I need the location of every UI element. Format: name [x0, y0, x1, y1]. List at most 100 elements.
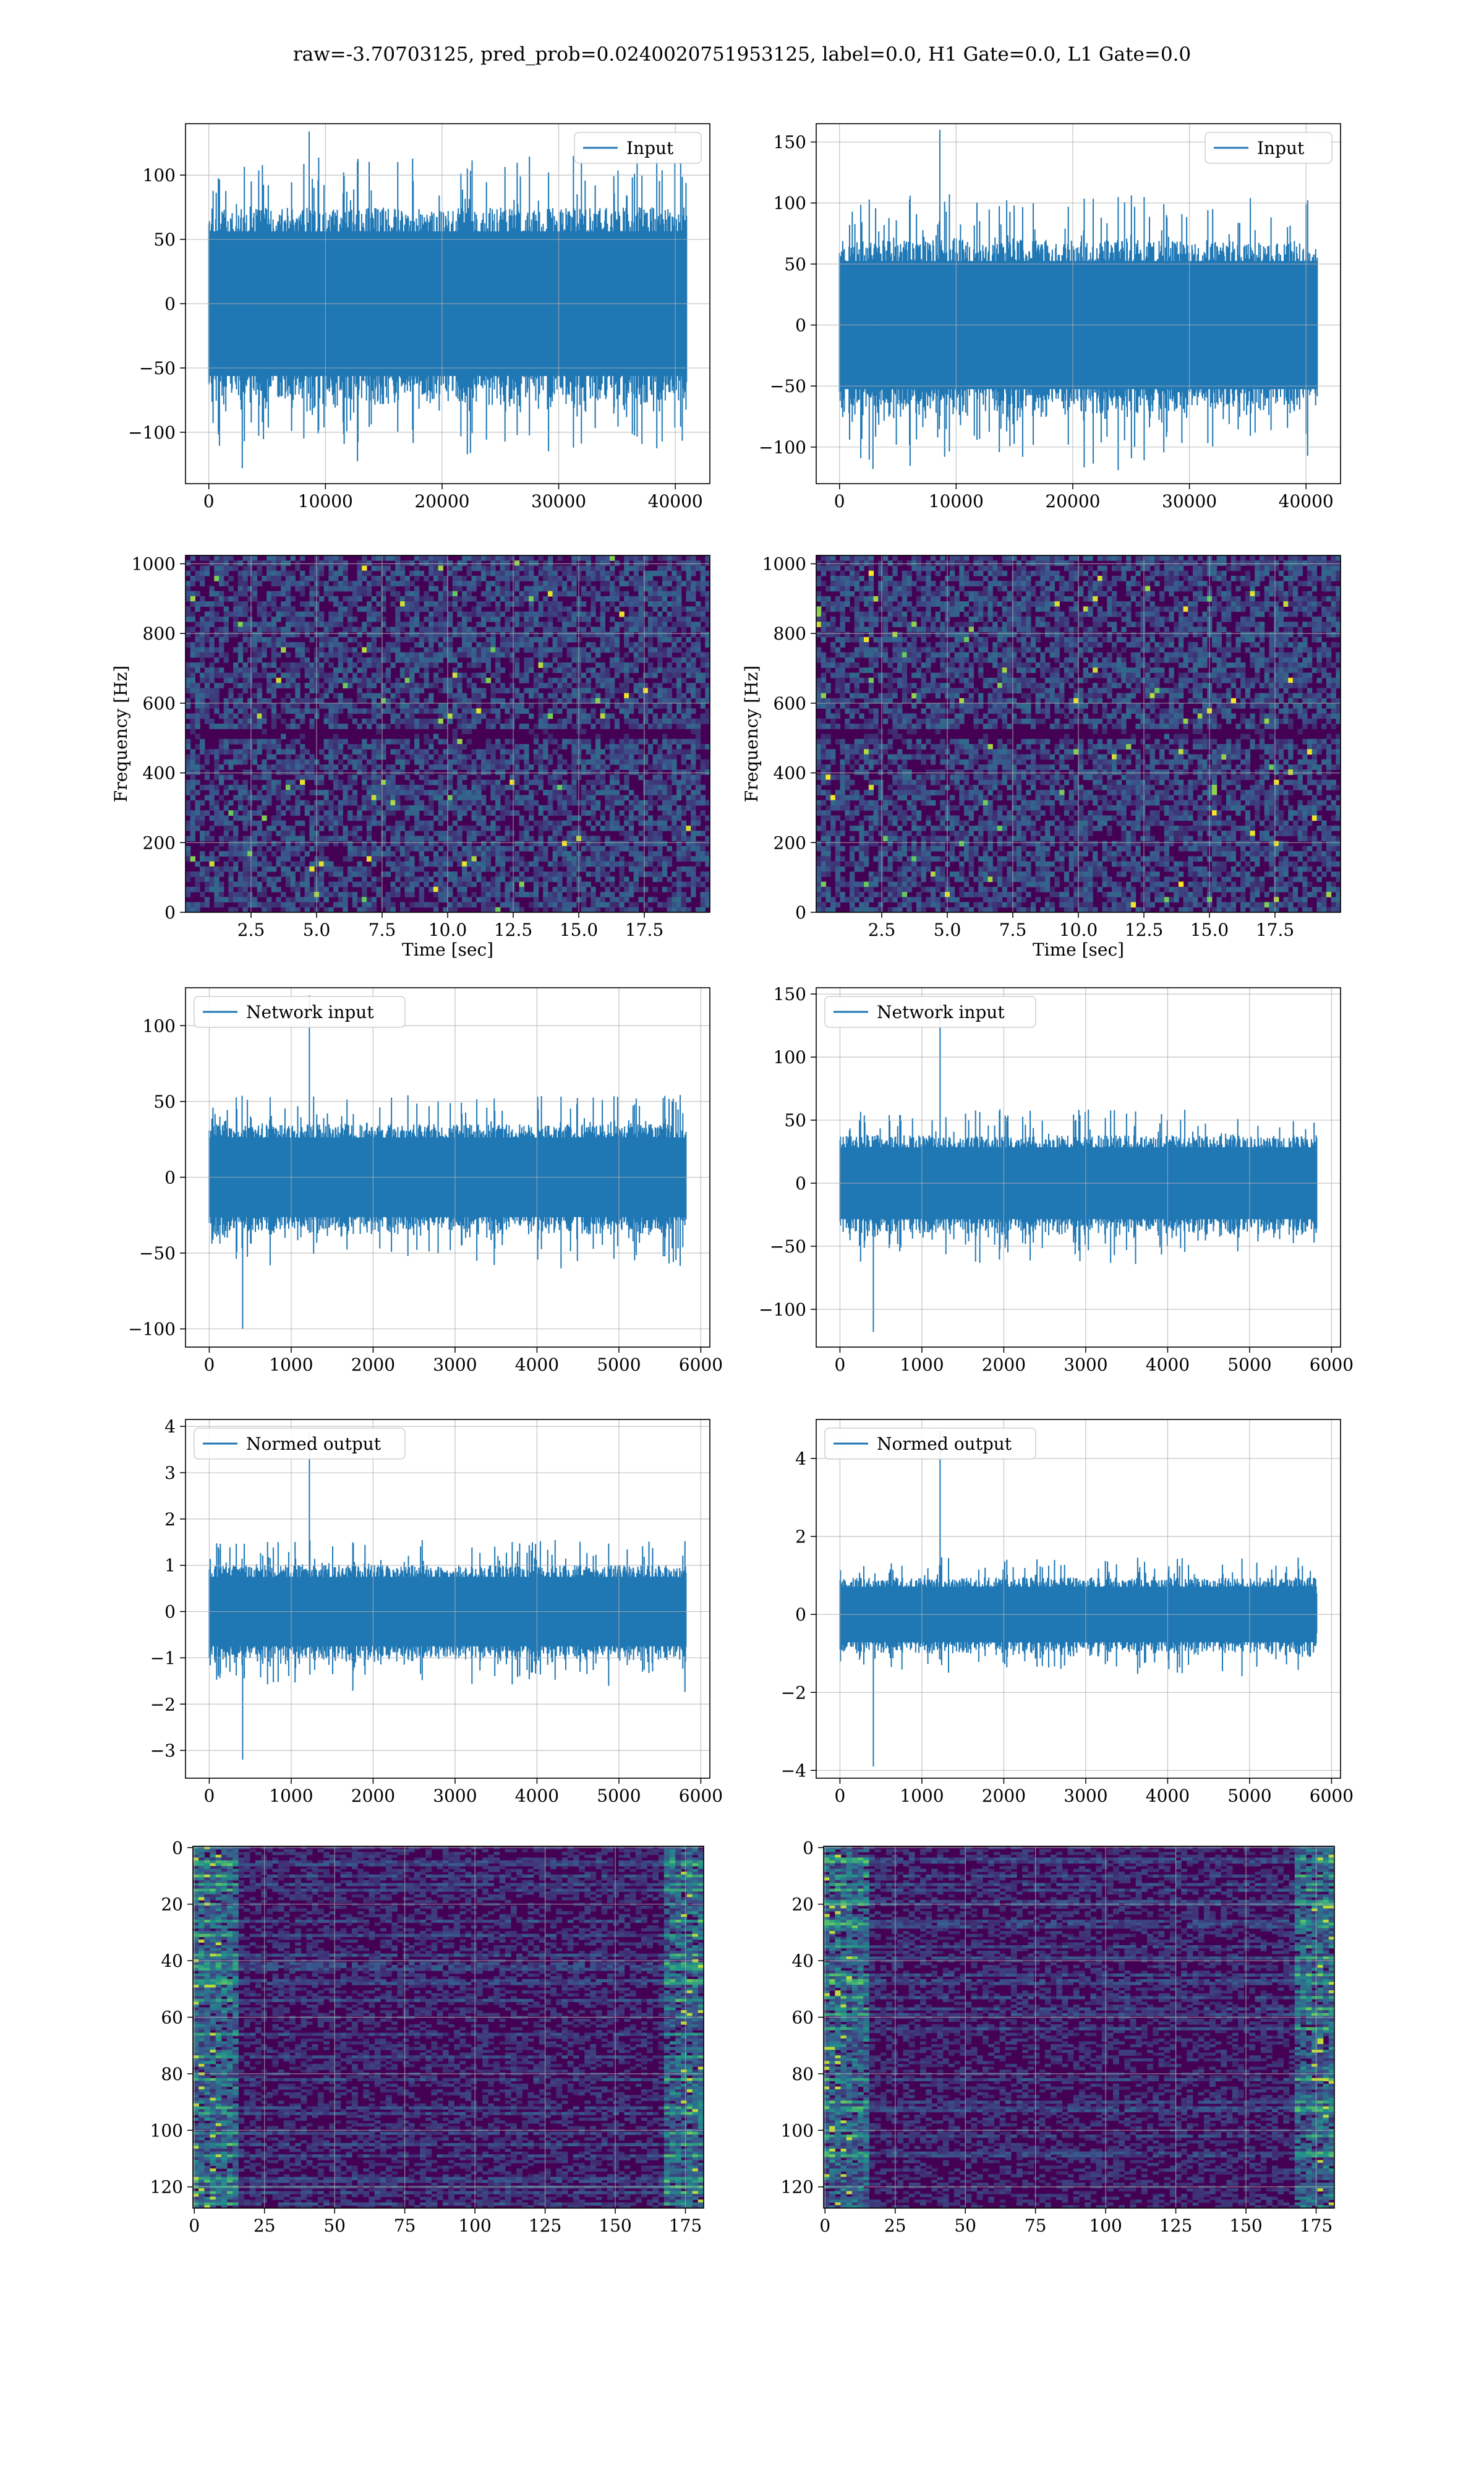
heatmap-cell [624, 570, 629, 576]
heatmap-cell [443, 851, 448, 857]
heatmap-cell [619, 601, 625, 607]
heatmap-cell [429, 693, 434, 699]
heatmap-cell [619, 744, 625, 750]
heatmap-cell [452, 805, 458, 811]
heatmap-cell [328, 570, 334, 576]
heatmap-cell [362, 647, 367, 653]
heatmap-cell [705, 800, 710, 806]
heatmap-cell [295, 708, 301, 714]
heatmap-cell [628, 810, 634, 816]
heatmap-cell [633, 871, 639, 877]
heatmap-cell [404, 774, 410, 781]
heatmap-cell [186, 876, 191, 883]
heatmap-cell [267, 744, 272, 750]
heatmap-cell [390, 642, 396, 648]
heatmap-cell [657, 805, 663, 811]
heatmap-cell [591, 591, 596, 597]
heatmap-cell [485, 769, 491, 775]
heatmap-cell [500, 631, 506, 638]
heatmap-cell [633, 616, 639, 622]
heatmap-cell [628, 708, 634, 714]
heatmap-cell [672, 591, 677, 597]
heatmap-cell [581, 657, 587, 663]
heatmap-cell [214, 845, 220, 852]
heatmap-cell [562, 810, 568, 816]
heatmap-cell [343, 836, 348, 842]
heatmap-cell [376, 764, 382, 770]
heatmap-cell [219, 749, 224, 755]
heatmap-cell [667, 581, 672, 586]
heatmap-cell [357, 769, 362, 775]
heatmap-cell [476, 555, 482, 561]
heatmap-cell [662, 734, 668, 740]
heatmap-cell [552, 795, 558, 801]
heatmap-cell [628, 631, 634, 638]
heatmap-cell [581, 886, 587, 892]
heatmap-cell [676, 825, 682, 831]
heatmap-cell [376, 820, 382, 826]
heatmap-cell [348, 627, 353, 633]
heatmap-cell [438, 856, 443, 862]
heatmap-cell [390, 631, 396, 638]
heatmap-cell [281, 555, 286, 561]
heatmap-cell [686, 836, 691, 842]
heatmap-cell [390, 718, 396, 724]
heatmap-cell [628, 738, 634, 745]
heatmap-cell [586, 555, 591, 561]
heatmap-cell [600, 779, 605, 785]
heatmap-cell [514, 764, 520, 770]
heatmap-cell [237, 749, 244, 755]
heatmap-cell [247, 636, 253, 643]
heatmap-cell [429, 611, 434, 617]
heatmap-cell [676, 841, 682, 847]
heatmap-cell [485, 611, 491, 617]
heatmap-cell [285, 693, 291, 699]
heatmap-cell [514, 688, 520, 694]
heatmap-cell [242, 565, 248, 571]
heatmap-cell [252, 657, 258, 663]
heatmap-cell [204, 831, 210, 836]
heatmap-cell [466, 611, 472, 617]
heatmap-cell [686, 667, 691, 674]
heatmap-cell [500, 627, 506, 633]
heatmap-cell [462, 866, 467, 872]
heatmap-cell [500, 754, 506, 760]
heatmap-cell [209, 718, 215, 724]
heatmap-cell [652, 871, 658, 877]
heatmap-cell [318, 886, 325, 892]
heatmap-cell [695, 611, 701, 617]
heatmap-cell [485, 851, 491, 857]
heatmap-cell [399, 560, 406, 566]
heatmap-cell [304, 764, 310, 770]
heatmap-cell [676, 698, 682, 704]
heatmap-cell [481, 856, 487, 862]
heatmap-cell [619, 688, 625, 694]
heatmap-cell [323, 897, 329, 903]
heatmap-cell [328, 596, 334, 602]
heatmap-cell [195, 642, 200, 648]
heatmap-cell [247, 565, 253, 571]
heatmap-cell [638, 616, 644, 622]
heatmap-cell [691, 856, 696, 862]
heatmap-cell [490, 581, 496, 586]
heatmap-cell [505, 759, 510, 765]
heatmap-cell [362, 754, 367, 760]
heatmap-cell [657, 831, 663, 836]
heatmap-cell [448, 774, 453, 781]
heatmap-cell [471, 693, 477, 699]
heatmap-cell [237, 627, 244, 633]
heatmap-cell [237, 708, 244, 714]
heatmap-cell [309, 892, 315, 897]
heatmap-cell [318, 667, 325, 674]
heatmap-cell [457, 836, 463, 842]
heatmap-cell [476, 713, 482, 719]
heatmap-cell [681, 856, 686, 862]
heatmap-cell [600, 713, 605, 719]
heatmap-cell [419, 749, 424, 755]
heatmap-cell [505, 856, 510, 862]
heatmap-cell [328, 636, 334, 643]
heatmap-cell [462, 616, 467, 622]
heatmap-cell [328, 861, 334, 867]
heatmap-cell [366, 622, 372, 627]
heatmap-cell [700, 652, 706, 658]
